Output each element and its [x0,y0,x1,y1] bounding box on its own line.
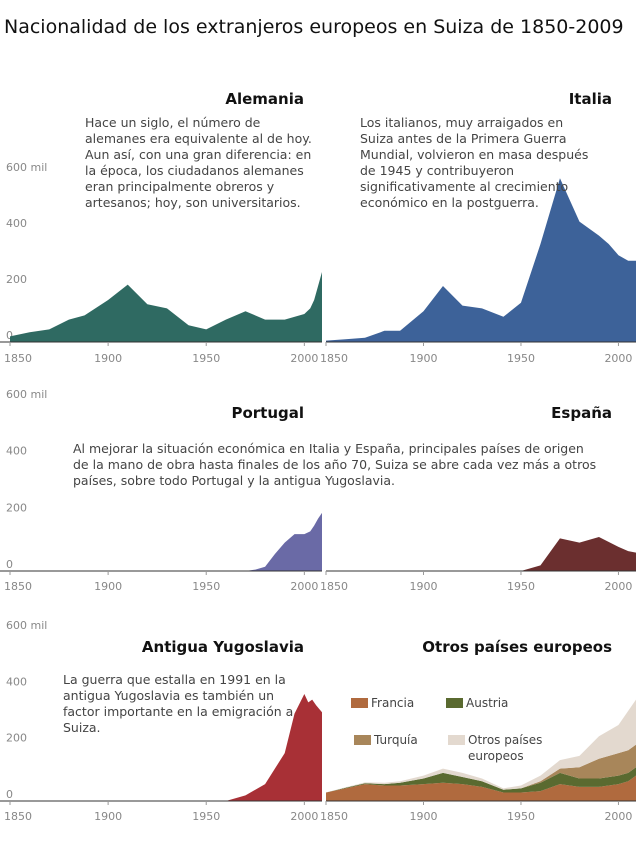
legend-label-austria: Austria [466,696,508,710]
legend-swatch-turqu-a [354,735,371,745]
x-tick-label: 2000 [290,580,318,593]
y-tick-label: 400 [6,445,27,458]
legend-label-francia: Francia [371,696,414,710]
y-tick-label: 0 [6,329,13,342]
panel-title-italia: Italia [569,90,612,108]
x-tick-label: 1950 [192,810,220,823]
x-tick-label: 1900 [409,352,437,365]
y-tick-label: 200 [6,273,27,286]
x-tick-label: 1950 [507,810,535,823]
x-tick-label: 1900 [409,580,437,593]
x-tick-label: 2000 [604,810,632,823]
legend-swatch-francia [351,698,368,708]
y-tick-label: 600 mil [6,388,47,401]
x-tick-label: 1850 [4,580,32,593]
legend-swatch-austria [446,698,463,708]
y-tick-label: 200 [6,501,27,514]
panel-title-portugal: Portugal [231,404,304,422]
area-espa-a [326,537,636,571]
panel-title-otros-pa-ses-europeos: Otros países europeos [422,638,612,656]
x-tick-label: 1900 [409,810,437,823]
alemania-annotation: Hace un siglo, el número de alemanes era… [85,115,312,210]
area-austria [326,767,636,793]
area-antigua-yugoslavia [10,693,322,801]
x-tick-label: 1900 [94,352,122,365]
area-francia [326,775,636,801]
portugal-espana-annotation: Al mejorar la situación económica en Ita… [73,441,597,488]
x-tick-label: 1850 [320,580,348,593]
y-tick-label: 400 [6,675,27,688]
x-tick-label: 1950 [192,352,220,365]
area-portugal [10,512,322,571]
panel-title-espa-a: España [551,404,612,422]
page-title: Nacionalidad de los extranjeros europeos… [4,16,624,38]
y-tick-label: 0 [6,558,13,571]
panel-title-alemania: Alemania [225,90,304,108]
x-tick-label: 1950 [192,580,220,593]
x-tick-label: 1850 [4,352,32,365]
y-tick-label: 600 mil [6,619,47,632]
y-tick-label: 200 [6,732,27,745]
x-tick-label: 2000 [604,580,632,593]
panel-title-antigua-yugoslavia: Antigua Yugoslavia [142,638,304,656]
x-tick-label: 2000 [290,810,318,823]
x-tick-label: 1950 [507,352,535,365]
x-tick-label: 1850 [320,810,348,823]
y-tick-label: 0 [6,788,13,801]
area-otros-pa-ses-europeos [326,699,636,793]
x-tick-label: 2000 [604,352,632,365]
area-italia [326,178,636,342]
yugoslavia-annotation: La guerra que estalla en 1991 en la anti… [63,672,294,735]
y-tick-label: 400 [6,217,27,230]
area-turqu-a [326,744,636,793]
x-tick-label: 1850 [320,352,348,365]
legend-label-otros-pa-ses-europeos: Otros países europeos [468,733,542,763]
x-tick-label: 1900 [94,580,122,593]
x-tick-label: 1900 [94,810,122,823]
legend-label-turqu-a: Turquía [373,733,418,747]
x-tick-label: 1950 [507,580,535,593]
legend-swatch-otros-pa-ses-europeos [448,735,465,745]
x-tick-label: 2000 [290,352,318,365]
area-alemania [10,272,322,342]
italia-annotation: Los italianos, muy arraigados en Suiza a… [360,115,589,210]
y-tick-label: 600 mil [6,161,47,174]
x-tick-label: 1850 [4,810,32,823]
